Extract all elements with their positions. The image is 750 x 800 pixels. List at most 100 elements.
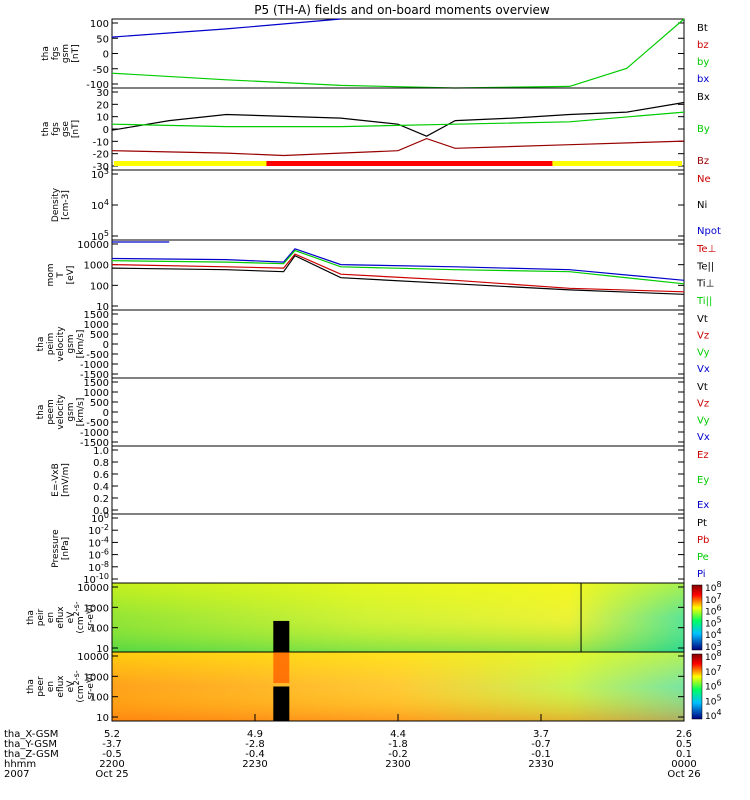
panel-7: 1.00.80.60.40.20.0 E=-VxB [mV/m] Ez Ey Ex: [51, 445, 709, 517]
series-line-bx: [111, 18, 341, 38]
y-label-line: en: [46, 681, 56, 692]
legend-entry: Ti||: [696, 296, 712, 307]
y-label-line: [nT]: [71, 44, 81, 62]
y-label-line: tha: [36, 405, 46, 420]
legend-entry: Vt: [697, 314, 708, 325]
y-label-line: peem: [46, 399, 56, 425]
y-tick-label: -1000: [80, 428, 109, 439]
x-tick-label: 2.6: [676, 729, 692, 740]
y-tick-label: 1000: [84, 261, 109, 272]
y-label-line: [km/s]: [76, 330, 86, 359]
x-row-label: 2007: [4, 769, 29, 780]
colorbar-label: 106: [705, 603, 722, 618]
x-tick-label: 4.4: [390, 729, 406, 740]
legend-entry: Vy: [697, 347, 710, 358]
y-tick-label: 104: [91, 198, 109, 213]
legend-entry: Ti⊥: [696, 279, 714, 290]
x-tick-label: 0.5: [676, 739, 692, 750]
y-axis-label: tha peir en eflux eV (cm2-s-sr-eV): [26, 601, 96, 633]
y-label-line: eV: [66, 680, 76, 693]
legend-entry: Ne: [697, 174, 711, 185]
y-tick-label: 0: [103, 340, 109, 351]
legend-entry: Pb: [697, 535, 709, 546]
panel-4: 10000 1000 100 10 mom T [eV] Te⊥ Te|| Ti⊥ Ti||: [46, 239, 716, 313]
x-tick-label: -0.4: [245, 749, 265, 760]
x-tick-label: -2.8: [245, 739, 265, 750]
y-tick-label: 10-8: [88, 559, 109, 574]
y-axis-label: tha peim velocity gsm [km/s]: [36, 326, 86, 362]
legend-entry: Vx: [697, 432, 710, 443]
figure-title: P5 (TH-A) fields and on-board moments ov…: [254, 3, 550, 17]
y-label-line: [nPa]: [61, 537, 71, 560]
legend-entry: Ni: [697, 200, 707, 211]
legend-entry: Te||: [696, 261, 714, 272]
x-tick-label: -0.1: [531, 749, 551, 760]
y-label-line: [km/s]: [76, 398, 86, 427]
y-tick-label: -50: [93, 65, 109, 76]
y-tick-label: 0: [103, 50, 109, 61]
y-tick-label: 10000: [77, 583, 109, 594]
colorbar-label: 104: [705, 708, 722, 723]
x-tick-label: 2230: [242, 759, 267, 770]
y-tick-label: 0: [103, 408, 109, 419]
y-label-line: tha: [41, 122, 51, 137]
y-label-line: peer: [36, 676, 46, 697]
mode-bar-slow-2: [552, 161, 682, 166]
heatmap-overlay: [112, 583, 684, 652]
y-tick-label: 105: [91, 229, 109, 244]
legend-entry: Vz: [697, 399, 709, 410]
y-label-line: tha: [26, 679, 36, 694]
y-label-line: [mV/m]: [61, 463, 71, 497]
colorbar-label: 108: [705, 649, 722, 664]
legend-entry: Ey: [697, 475, 709, 486]
y-label-line: [eV]: [66, 266, 76, 285]
y-tick-label: 10-10: [83, 572, 109, 587]
legend-entry: Vt: [697, 382, 708, 393]
y-tick-label: 20: [96, 100, 109, 111]
legend-entry: by: [697, 57, 709, 68]
y-label-line: sr-eV): [86, 673, 96, 699]
y-label-line: eflux: [56, 606, 66, 629]
x-row-label: hhmm: [4, 759, 36, 770]
panel-frame: [111, 445, 685, 515]
x-tick-label: Oct 26: [667, 769, 700, 780]
legend-entry: Vx: [697, 364, 710, 375]
y-tick-label: -500: [86, 418, 109, 429]
y-tick-label: 0.4: [93, 482, 109, 493]
y-label-line: [cm-3]: [61, 190, 71, 220]
x-tick-label: 0.1: [676, 749, 692, 760]
x-tick-label: 2200: [99, 759, 124, 770]
y-tick-label: 10000: [77, 240, 109, 251]
y-tick-label: 1.0: [93, 446, 109, 457]
y-label-line: T: [56, 272, 66, 279]
y-tick-label: 1000: [84, 320, 109, 331]
colorbar-label: 107: [705, 663, 722, 678]
y-axis-label: tha fgs gsm [nT]: [41, 44, 81, 63]
y-tick-label: 10000: [77, 652, 109, 663]
y-tick-label: 0: [103, 125, 109, 136]
y-tick-label: 10: [96, 644, 109, 655]
x-tick-label: 4.9: [247, 729, 263, 740]
colorbar-label: 105: [705, 693, 722, 708]
panel-3: 103 104 105 Density [cm-3] Ne Ni Npot: [51, 167, 721, 244]
y-tick-label: 30: [96, 88, 109, 99]
y-label-line: [nT]: [71, 120, 81, 138]
y-axis-label: Density [cm-3]: [51, 187, 71, 222]
panel-frame: [111, 513, 685, 584]
y-label-line: tha: [41, 46, 51, 61]
y-tick-label: -100: [86, 80, 109, 91]
y-tick-label: -30: [93, 162, 109, 173]
x-tick-label: -0.2: [388, 749, 408, 760]
x-row-label: tha_Z-GSM: [4, 749, 59, 760]
x-tick-label: 2330: [528, 759, 553, 770]
series-line-by: [111, 18, 685, 89]
colorbar-label: 107: [705, 591, 722, 606]
y-label-line: peir: [36, 608, 46, 626]
y-label-line: fgs: [51, 122, 61, 136]
colorbar-label: 105: [705, 615, 722, 630]
y-tick-label: 1000: [84, 603, 109, 614]
colorbar-label: 104: [705, 627, 722, 642]
